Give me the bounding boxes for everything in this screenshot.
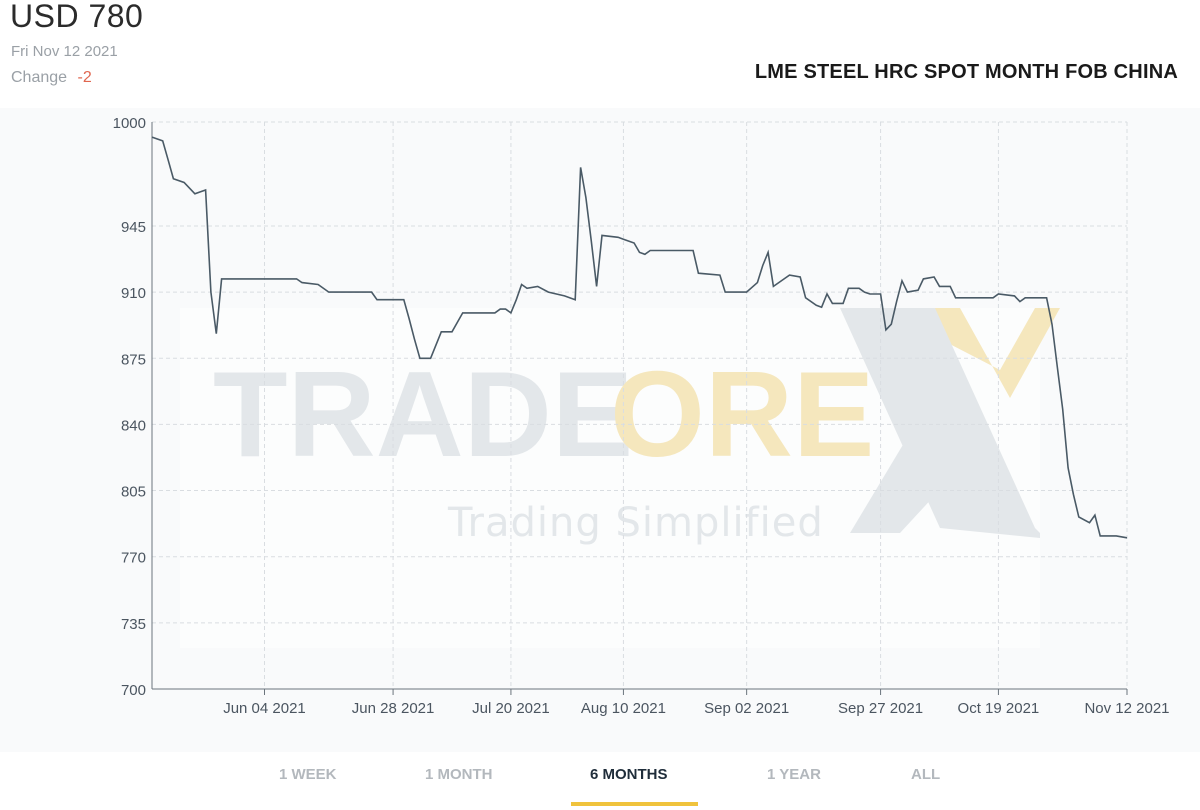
y-tick-label: 735 [121, 616, 146, 633]
axes [151, 122, 1128, 695]
tab-1-year[interactable]: 1 YEAR [767, 766, 821, 783]
change-label: Change [11, 69, 68, 86]
y-tick-labels: 1000 945 910 875 840 805 770 735 700 [113, 115, 146, 699]
tab-1-month[interactable]: 1 MONTH [425, 766, 493, 783]
grid [152, 121, 1128, 689]
x-tick-label: Jun 04 2021 [223, 700, 306, 717]
watermark-ore: ORE [610, 346, 874, 482]
y-tick-label: 875 [121, 351, 146, 368]
chart-title: LME STEEL HRC SPOT MONTH FOB CHINA [754, 61, 1178, 83]
x-tick-label: Jun 28 2021 [352, 700, 435, 717]
x-tick-label: Oct 19 2021 [958, 700, 1040, 717]
tab-all[interactable]: ALL [911, 766, 941, 783]
x-tick-labels: Jun 04 2021 Jun 28 2021 Jul 20 2021 Aug 10 … [223, 700, 1169, 717]
watermark-trade: TRADE [213, 346, 633, 482]
x-tick-label: Sep 02 2021 [704, 700, 789, 717]
price-chart[interactable]: TRADE ORE Trading Simplified 1000 945 910 8… [0, 108, 1200, 758]
watermark-tagline: Trading Simplified [447, 500, 824, 546]
y-tick-label: 805 [121, 484, 146, 501]
current-price: USD 780 [10, 0, 144, 34]
watermark-x-shape [840, 308, 1040, 538]
chart-panel: TRADE ORE Trading Simplified 1000 945 910 8… [0, 108, 1200, 758]
y-tick-label: 1000 [113, 115, 146, 132]
change-row: Change -2 [11, 69, 92, 87]
y-tick-label: 700 [121, 682, 146, 699]
y-tick-label: 770 [121, 550, 146, 567]
range-tabs: 1 WEEK 1 MONTH 6 MONTHS 1 YEAR ALL [0, 752, 1200, 810]
active-tab-underline [571, 802, 698, 806]
tab-1-week[interactable]: 1 WEEK [279, 766, 337, 783]
x-tick-label: Sep 27 2021 [838, 700, 923, 717]
watermark-x-leg [850, 408, 960, 533]
y-tick-label: 840 [121, 417, 146, 434]
x-tick-label: Aug 10 2021 [581, 700, 666, 717]
change-value: -2 [77, 69, 92, 86]
y-tick-label: 910 [121, 285, 146, 302]
price-date: Fri Nov 12 2021 [11, 43, 118, 60]
y-tick-label: 945 [121, 219, 146, 236]
x-tick-label: Jul 20 2021 [472, 700, 550, 717]
series-line [151, 136, 1128, 539]
watermark: TRADE ORE Trading Simplified [180, 308, 1060, 648]
tab-6-months[interactable]: 6 MONTHS [590, 766, 668, 783]
x-tick-label: Nov 12 2021 [1084, 700, 1169, 717]
